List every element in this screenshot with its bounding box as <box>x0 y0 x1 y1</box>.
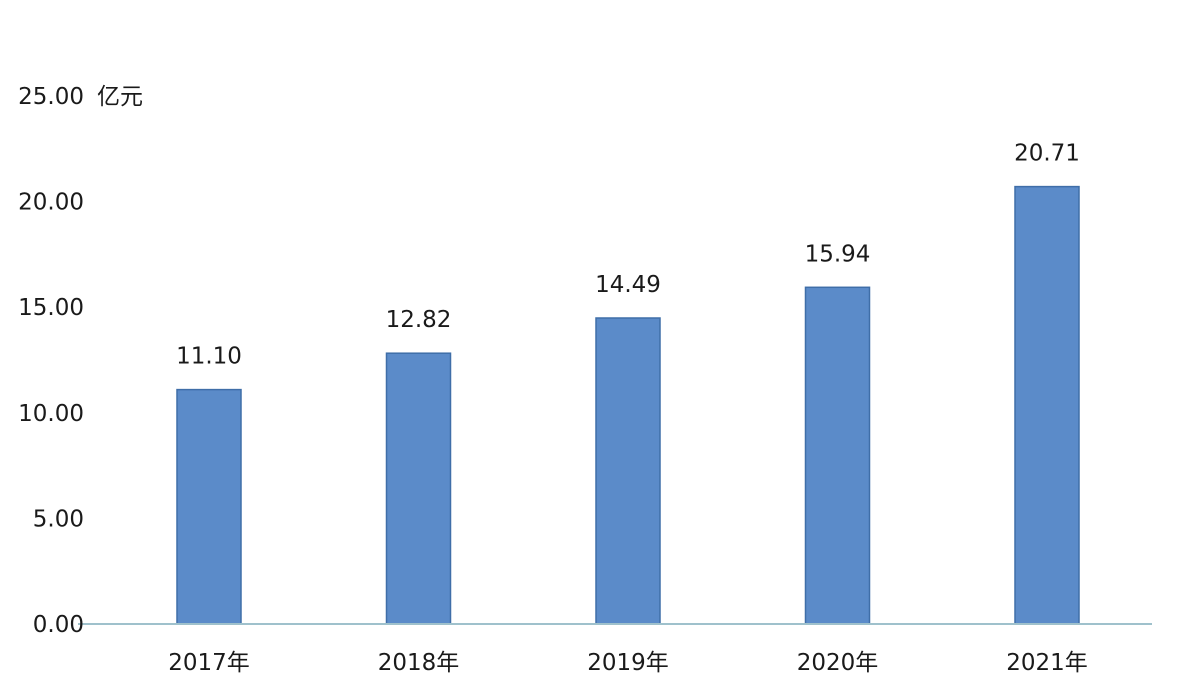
x-tick-label-4: 2021年 <box>1006 650 1088 676</box>
y-axis-unit-label: 亿元 <box>97 84 143 110</box>
bar-2 <box>595 317 661 625</box>
data-labels-group: 11.10 12.82 14.49 15.94 20.71 <box>176 141 1080 370</box>
y-tick-label-4: 20.00 <box>18 190 84 216</box>
y-tick-label-1: 5.00 <box>33 506 84 532</box>
data-label-0: 11.10 <box>176 344 242 370</box>
y-tick-label-5: 25.00 <box>18 84 84 110</box>
bar-3 <box>804 286 871 625</box>
bars-group <box>176 185 1080 625</box>
data-label-3: 15.94 <box>805 241 871 267</box>
x-tick-label-3: 2020年 <box>797 650 879 676</box>
bar-4 <box>1014 185 1080 625</box>
x-tick-label-0: 2017年 <box>168 650 250 676</box>
x-tick-label-2: 2019年 <box>587 650 669 676</box>
bar-0 <box>176 388 242 625</box>
data-label-4: 20.71 <box>1014 141 1080 167</box>
y-tick-labels-group: 0.00 5.00 10.00 15.00 20.00 25.00 <box>18 84 84 638</box>
bar-1 <box>385 352 452 625</box>
data-label-1: 12.82 <box>386 307 452 333</box>
data-label-2: 14.49 <box>595 272 661 298</box>
y-tick-label-2: 10.00 <box>18 401 84 427</box>
y-tick-label-3: 15.00 <box>18 295 84 321</box>
x-tick-label-1: 2018年 <box>378 650 460 676</box>
y-tick-label-0: 0.00 <box>33 612 84 638</box>
x-tick-labels-group: 2017年 2018年 2019年 2020年 2021年 <box>168 650 1088 676</box>
